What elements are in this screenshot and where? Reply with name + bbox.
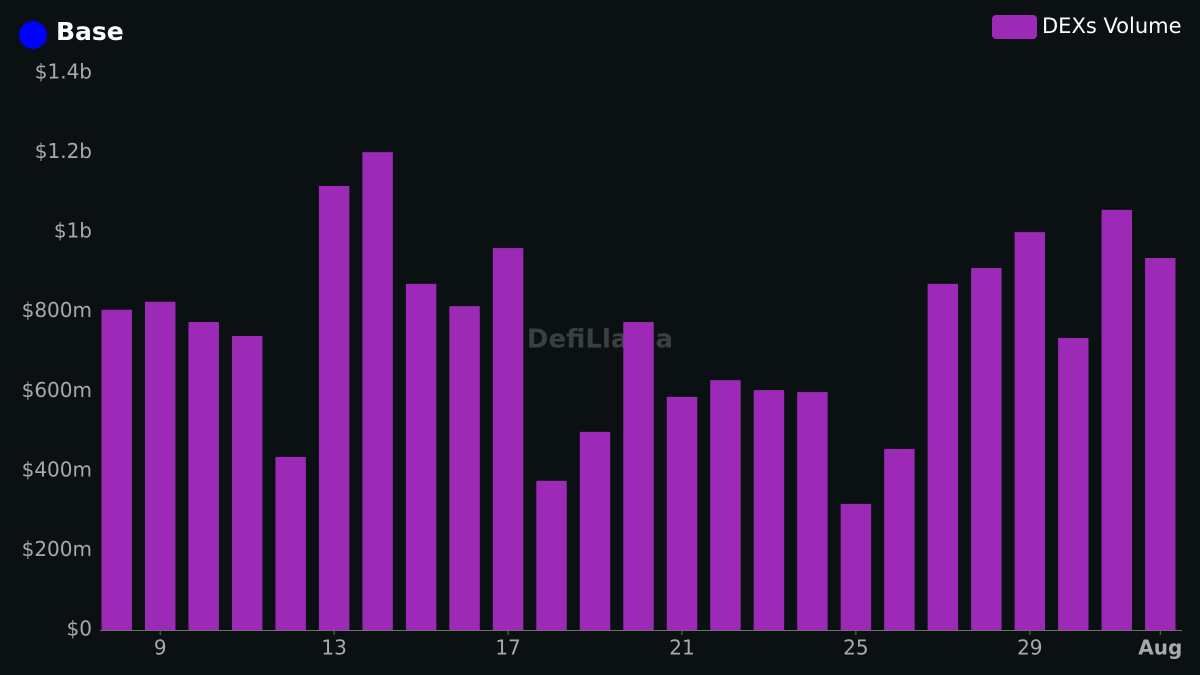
bar	[362, 152, 393, 630]
bar	[449, 306, 480, 630]
bar	[1145, 258, 1176, 630]
title-marker	[19, 21, 47, 49]
y-tick-label: $0	[67, 617, 92, 641]
bar	[971, 267, 1002, 630]
bar	[1058, 337, 1089, 630]
bar	[927, 283, 959, 630]
bar	[145, 301, 176, 630]
bar	[797, 392, 828, 630]
x-tick-label: 13	[321, 636, 346, 660]
y-tick-label: $600m	[22, 378, 92, 402]
bar	[840, 503, 872, 630]
bar	[753, 390, 785, 630]
y-tick-label: $1.4b	[35, 60, 92, 84]
x-tick-label: 9	[154, 636, 167, 660]
x-tick-label: 29	[1017, 636, 1042, 660]
x-tick-label: Aug	[1138, 636, 1182, 660]
legend-swatch	[992, 15, 1037, 39]
x-tick-label: 17	[495, 636, 520, 660]
bar	[623, 322, 654, 630]
y-tick-label: $800m	[22, 298, 92, 322]
bar	[536, 480, 567, 630]
y-tick-label: $200m	[22, 537, 92, 561]
bar	[579, 431, 611, 630]
bar	[405, 283, 437, 630]
bar	[492, 248, 524, 631]
x-tick-label: 25	[843, 636, 868, 660]
bar	[1101, 209, 1132, 630]
bar	[318, 185, 350, 630]
chart-title: Base	[56, 17, 124, 46]
bar	[710, 380, 741, 630]
y-tick-label: $1.2b	[35, 139, 92, 163]
y-tick-label: $1b	[54, 219, 92, 243]
bar	[884, 448, 915, 630]
bar	[101, 309, 132, 630]
y-tick-label: $400m	[22, 457, 92, 481]
legend-label: DEXs Volume	[1042, 14, 1182, 38]
bar	[1014, 232, 1046, 630]
bar	[666, 396, 698, 630]
bar	[231, 335, 263, 630]
x-tick-label: 21	[669, 636, 694, 660]
bar	[188, 322, 219, 630]
bar	[275, 456, 306, 630]
